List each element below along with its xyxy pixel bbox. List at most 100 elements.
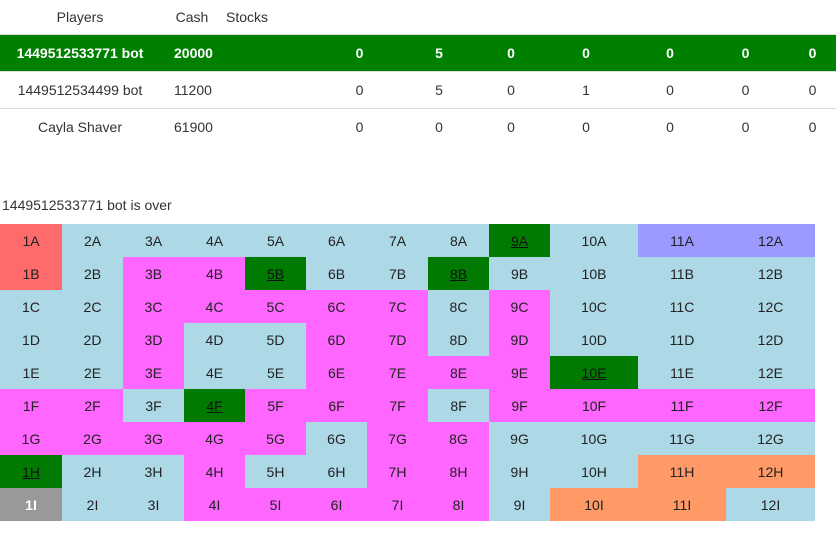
board-tile-1F[interactable]: 1F [0,389,62,422]
board-tile-12D[interactable]: 12D [726,323,815,356]
board-tile-10D[interactable]: 10D [550,323,638,356]
board-tile-12B[interactable]: 12B [726,257,815,290]
board-tile-2I[interactable]: 2I [62,488,123,521]
board-tile-6A[interactable]: 6A [306,224,367,257]
board-tile-10G[interactable]: 10G [550,422,638,455]
board-tile-12H[interactable]: 12H [726,455,815,488]
board-tile-1D[interactable]: 1D [0,323,62,356]
board-tile-10H[interactable]: 10H [550,455,638,488]
board-tile-5I[interactable]: 5I [245,488,306,521]
board-tile-8H[interactable]: 8H [428,455,489,488]
board-tile-8G[interactable]: 8G [428,422,489,455]
board-tile-5C[interactable]: 5C [245,290,306,323]
board-tile-4G[interactable]: 4G [184,422,245,455]
board-tile-3D[interactable]: 3D [123,323,184,356]
board-tile-11C[interactable]: 11C [638,290,726,323]
board-tile-10B[interactable]: 10B [550,257,638,290]
board-tile-11F[interactable]: 11F [638,389,726,422]
board-tile-9G[interactable]: 9G [489,422,550,455]
board-tile-7H[interactable]: 7H [367,455,428,488]
board-tile-12E[interactable]: 12E [726,356,815,389]
board-tile-12A[interactable]: 12A [726,224,815,257]
board-tile-6I[interactable]: 6I [306,488,367,521]
board-tile-4A[interactable]: 4A [184,224,245,257]
board-tile-9D[interactable]: 9D [489,323,550,356]
board-tile-5D[interactable]: 5D [245,323,306,356]
board-tile-3I[interactable]: 3I [123,488,184,521]
board-tile-7F[interactable]: 7F [367,389,428,422]
board-tile-9F[interactable]: 9F [489,389,550,422]
board-tile-11G[interactable]: 11G [638,422,726,455]
board-tile-8C[interactable]: 8C [428,290,489,323]
board-tile-8F[interactable]: 8F [428,389,489,422]
board-tile-5B[interactable]: 5B [245,257,306,290]
board-tile-7B[interactable]: 7B [367,257,428,290]
board-tile-11I[interactable]: 11I [638,488,726,521]
board-tile-4I[interactable]: 4I [184,488,245,521]
board-tile-5A[interactable]: 5A [245,224,306,257]
board-tile-3G[interactable]: 3G [123,422,184,455]
board-tile-12G[interactable]: 12G [726,422,815,455]
board-tile-7C[interactable]: 7C [367,290,428,323]
board-tile-11H[interactable]: 11H [638,455,726,488]
board-tile-9C[interactable]: 9C [489,290,550,323]
board-tile-9A[interactable]: 9A [489,224,550,257]
board-tile-12C[interactable]: 12C [726,290,815,323]
board-tile-1G[interactable]: 1G [0,422,62,455]
board-tile-3A[interactable]: 3A [123,224,184,257]
board-tile-3F[interactable]: 3F [123,389,184,422]
board-tile-5H[interactable]: 5H [245,455,306,488]
board-tile-11A[interactable]: 11A [638,224,726,257]
board-tile-8B[interactable]: 8B [428,257,489,290]
board-tile-2C[interactable]: 2C [62,290,123,323]
board-tile-6D[interactable]: 6D [306,323,367,356]
board-tile-10F[interactable]: 10F [550,389,638,422]
board-tile-12I[interactable]: 12I [726,488,815,521]
board-tile-2A[interactable]: 2A [62,224,123,257]
board-tile-4H[interactable]: 4H [184,455,245,488]
board-tile-5G[interactable]: 5G [245,422,306,455]
board-tile-1C[interactable]: 1C [0,290,62,323]
board-tile-11B[interactable]: 11B [638,257,726,290]
board-tile-12F[interactable]: 12F [726,389,815,422]
board-tile-2H[interactable]: 2H [62,455,123,488]
board-tile-7I[interactable]: 7I [367,488,428,521]
board-tile-7D[interactable]: 7D [367,323,428,356]
board-tile-7A[interactable]: 7A [367,224,428,257]
board-tile-10E[interactable]: 10E [550,356,638,389]
board-tile-5E[interactable]: 5E [245,356,306,389]
board-tile-11D[interactable]: 11D [638,323,726,356]
board-tile-2D[interactable]: 2D [62,323,123,356]
board-tile-10C[interactable]: 10C [550,290,638,323]
board-tile-9H[interactable]: 9H [489,455,550,488]
board-tile-6C[interactable]: 6C [306,290,367,323]
board-tile-4C[interactable]: 4C [184,290,245,323]
board-tile-1E[interactable]: 1E [0,356,62,389]
board-tile-4D[interactable]: 4D [184,323,245,356]
board-tile-6F[interactable]: 6F [306,389,367,422]
board-tile-1H[interactable]: 1H [0,455,62,488]
board-tile-3H[interactable]: 3H [123,455,184,488]
board-tile-11E[interactable]: 11E [638,356,726,389]
board-tile-3C[interactable]: 3C [123,290,184,323]
board-tile-7G[interactable]: 7G [367,422,428,455]
board-tile-4F[interactable]: 4F [184,389,245,422]
board-tile-2F[interactable]: 2F [62,389,123,422]
board-tile-2B[interactable]: 2B [62,257,123,290]
board-tile-6B[interactable]: 6B [306,257,367,290]
board-tile-4B[interactable]: 4B [184,257,245,290]
board-tile-5F[interactable]: 5F [245,389,306,422]
board-tile-2G[interactable]: 2G [62,422,123,455]
board-tile-8E[interactable]: 8E [428,356,489,389]
board-tile-1I[interactable]: 1I [0,488,62,521]
board-tile-3B[interactable]: 3B [123,257,184,290]
board-tile-3E[interactable]: 3E [123,356,184,389]
board-tile-4E[interactable]: 4E [184,356,245,389]
board-tile-8D[interactable]: 8D [428,323,489,356]
board-tile-9B[interactable]: 9B [489,257,550,290]
board-tile-10I[interactable]: 10I [550,488,638,521]
board-tile-2E[interactable]: 2E [62,356,123,389]
board-tile-1A[interactable]: 1A [0,224,62,257]
board-tile-8A[interactable]: 8A [428,224,489,257]
board-tile-7E[interactable]: 7E [367,356,428,389]
